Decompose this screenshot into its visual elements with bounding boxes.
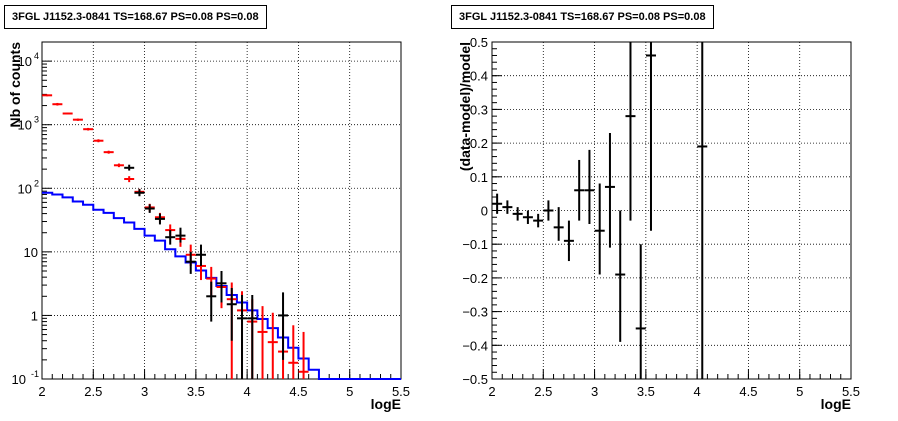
model-point: [52, 102, 63, 106]
residual-point: [563, 220, 574, 262]
y-tick-label: 10: [18, 181, 32, 196]
residual-point: [697, 42, 708, 379]
x-tick-label: 4: [244, 384, 251, 399]
residual-point: [522, 210, 533, 224]
data-point: [226, 288, 237, 341]
data-point: [206, 281, 217, 322]
left-chart-title: 3FGL J1152.3-0841 TS=168.67 PS=0.08 PS=0…: [4, 5, 267, 29]
model-point: [42, 94, 53, 97]
data-point: [175, 227, 186, 243]
residual-point: [594, 183, 605, 275]
y-tick-label: −0.4: [462, 338, 488, 353]
x-tick-label: 3: [141, 384, 148, 399]
residual-point: [635, 244, 646, 379]
x-tick-label: 5.5: [392, 384, 410, 399]
y-tick-label: 0.1: [470, 170, 488, 185]
y-tick-label: −0.5: [462, 372, 488, 387]
y-tick-label: 10: [12, 372, 26, 387]
y-tick-label: 0.5: [470, 35, 488, 50]
residual-point: [492, 193, 503, 214]
y-axis-label: Nb of counts: [7, 42, 23, 128]
residual-point: [604, 132, 615, 248]
y-axis-label: (data-model)/model: [457, 42, 473, 171]
left-chart-title-text: 3FGL J1152.3-0841 TS=168.67 PS=0.08 PS=0…: [12, 11, 259, 23]
model-point: [257, 306, 268, 379]
y-tick-exponent: 4: [34, 51, 39, 61]
y-tick-label: 0.2: [470, 136, 488, 151]
y-tick-label: −0.1: [462, 237, 488, 252]
right-chart-title-text: 3FGL J1152.3-0841 TS=168.67 PS=0.08 PS=0…: [459, 11, 706, 23]
residual-point: [553, 207, 564, 241]
x-tick-label: 3.5: [187, 384, 205, 399]
model-point: [72, 118, 83, 121]
residual-point: [543, 200, 554, 221]
data-point: [195, 244, 206, 266]
y-tick-label: −0.3: [462, 305, 488, 320]
y-tick-exponent: 2: [34, 178, 39, 188]
data-point: [216, 270, 227, 303]
residual-point: [625, 42, 636, 221]
model-point: [124, 176, 135, 183]
residual-point: [574, 159, 585, 221]
x-axis-label: logE: [821, 396, 851, 412]
residual-point: [615, 210, 626, 342]
y-tick-exponent: -1: [31, 369, 39, 379]
y-tick-label: 0.3: [470, 102, 488, 117]
data-point: [237, 294, 248, 379]
y-tick-label: 10: [18, 54, 32, 69]
x-tick-label: 4: [694, 384, 701, 399]
model-point: [298, 331, 309, 379]
residual-point: [502, 200, 513, 214]
data-point: [124, 164, 135, 171]
residuals-panel: 2 2.5 3 3.5 4 4.5 5 5.5 −0.5 −0.4 −0.3 −0.2 −0.1 0 0.1…: [457, 35, 860, 412]
model-point: [103, 150, 114, 154]
x-tick-label: 2.5: [534, 384, 552, 399]
data-point: [185, 251, 196, 274]
data-point: [134, 189, 145, 197]
model-point: [93, 139, 104, 143]
y-tick-label: 10: [24, 245, 38, 260]
model-point: [83, 127, 94, 131]
model-point: [288, 325, 299, 379]
model-point: [267, 312, 278, 379]
data-point: [165, 230, 176, 245]
x-tick-label: 4.5: [739, 384, 757, 399]
data-point: [144, 204, 155, 213]
data-point: [247, 294, 258, 379]
x-tick-label: 5: [346, 384, 353, 399]
model-point: [62, 112, 73, 115]
x-tick-label: 2.5: [84, 384, 102, 399]
y-tick-label: −0.2: [462, 271, 488, 286]
data-point: [154, 213, 165, 225]
x-tick-label: 5.5: [842, 384, 860, 399]
x-tick-label: 5: [796, 384, 803, 399]
model-histogram-line: [42, 191, 401, 380]
x-tick-label: 3.5: [637, 384, 655, 399]
model-point: [113, 163, 124, 168]
data-point: [278, 292, 289, 360]
x-axis-label: logE: [371, 396, 401, 412]
y-tick-label: 0.4: [470, 69, 488, 84]
residual-point: [533, 213, 544, 228]
x-tick-label: 2: [38, 384, 45, 399]
x-tick-label: 2: [488, 384, 495, 399]
residual-point: [512, 207, 523, 221]
residual-point: [645, 42, 656, 231]
x-tick-label: 3: [591, 384, 598, 399]
residual-point: [584, 149, 595, 224]
x-tick-label: 4.5: [289, 384, 307, 399]
y-tick-label: 10: [18, 118, 32, 133]
right-chart-title: 3FGL J1152.3-0841 TS=168.67 PS=0.08 PS=0…: [451, 5, 714, 29]
y-tick-label: 0: [481, 204, 488, 219]
y-tick-label: 1: [31, 308, 38, 323]
y-tick-exponent: 3: [34, 115, 39, 125]
